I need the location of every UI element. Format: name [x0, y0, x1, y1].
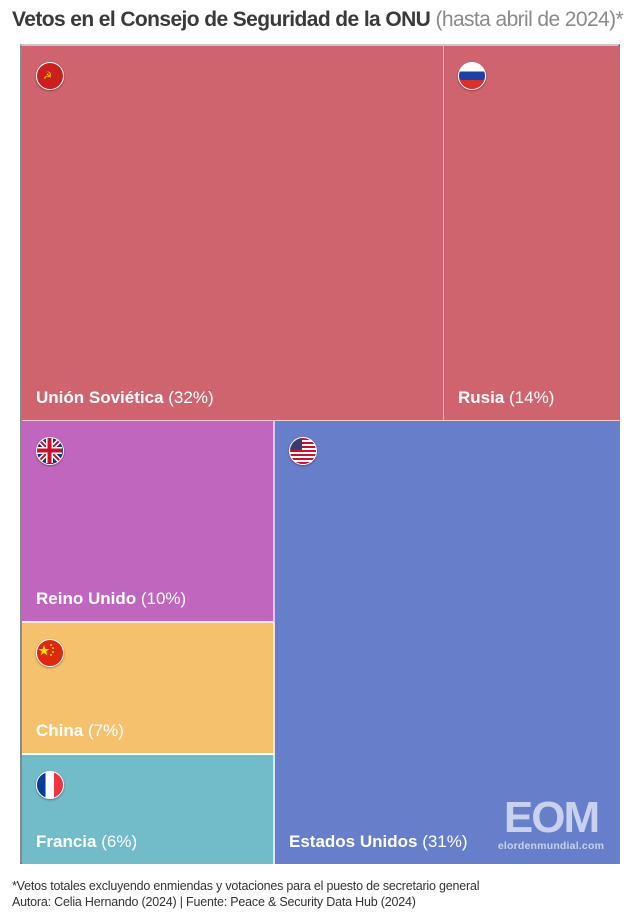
cell-label: Unión Soviética (32%) — [36, 388, 214, 407]
china-flag-icon — [36, 639, 64, 667]
ussr-flag-icon: ☭ — [36, 62, 64, 90]
cell-francia: Francia (6%) — [22, 755, 275, 864]
chart-title: Vetos en el Consejo de Seguridad de la O… — [12, 8, 624, 32]
logo-url: elordenmundial.com — [497, 840, 605, 852]
eom-logo: EOM elordenmundial.com — [492, 793, 610, 853]
france-flag-icon — [36, 771, 64, 799]
cell-estados-unidos: Estados Unidos (31%) EOM elordenmundial.… — [275, 421, 620, 864]
cell-union-sovietica: ☭ Unión Soviética (32%) — [22, 46, 444, 421]
cell-reino-unido: Reino Unido (10%) — [22, 421, 275, 623]
usa-flag-icon — [289, 437, 317, 465]
cell-label: China (7%) — [36, 721, 124, 740]
cell-china: China (7%) — [22, 623, 275, 755]
cell-label: Estados Unidos (31%) — [289, 832, 468, 851]
svg-text:☭: ☭ — [43, 71, 52, 82]
title-main: Vetos en el Consejo de Seguridad de la O… — [12, 8, 431, 31]
title-subtitle: (hasta abril de 2024)* — [430, 8, 624, 31]
cell-label: Rusia (14%) — [458, 388, 555, 407]
russia-flag-icon — [458, 62, 486, 90]
treemap: ☭ Unión Soviética (32%) Rusia (14%) Rein… — [20, 44, 620, 864]
footer: *Vetos totales excluyendo enmiendas y vo… — [12, 878, 480, 910]
uk-flag-icon — [36, 437, 64, 465]
credit-line: Autora: Celia Hernando (2024) | Fuente: … — [12, 895, 416, 909]
cell-label: Reino Unido (10%) — [36, 589, 187, 608]
cell-rusia: Rusia (14%) — [444, 46, 620, 421]
footnote: *Vetos totales excluyendo enmiendas y vo… — [12, 879, 480, 893]
cell-label: Francia (6%) — [36, 832, 138, 851]
logo-mark: EOM — [503, 793, 600, 842]
